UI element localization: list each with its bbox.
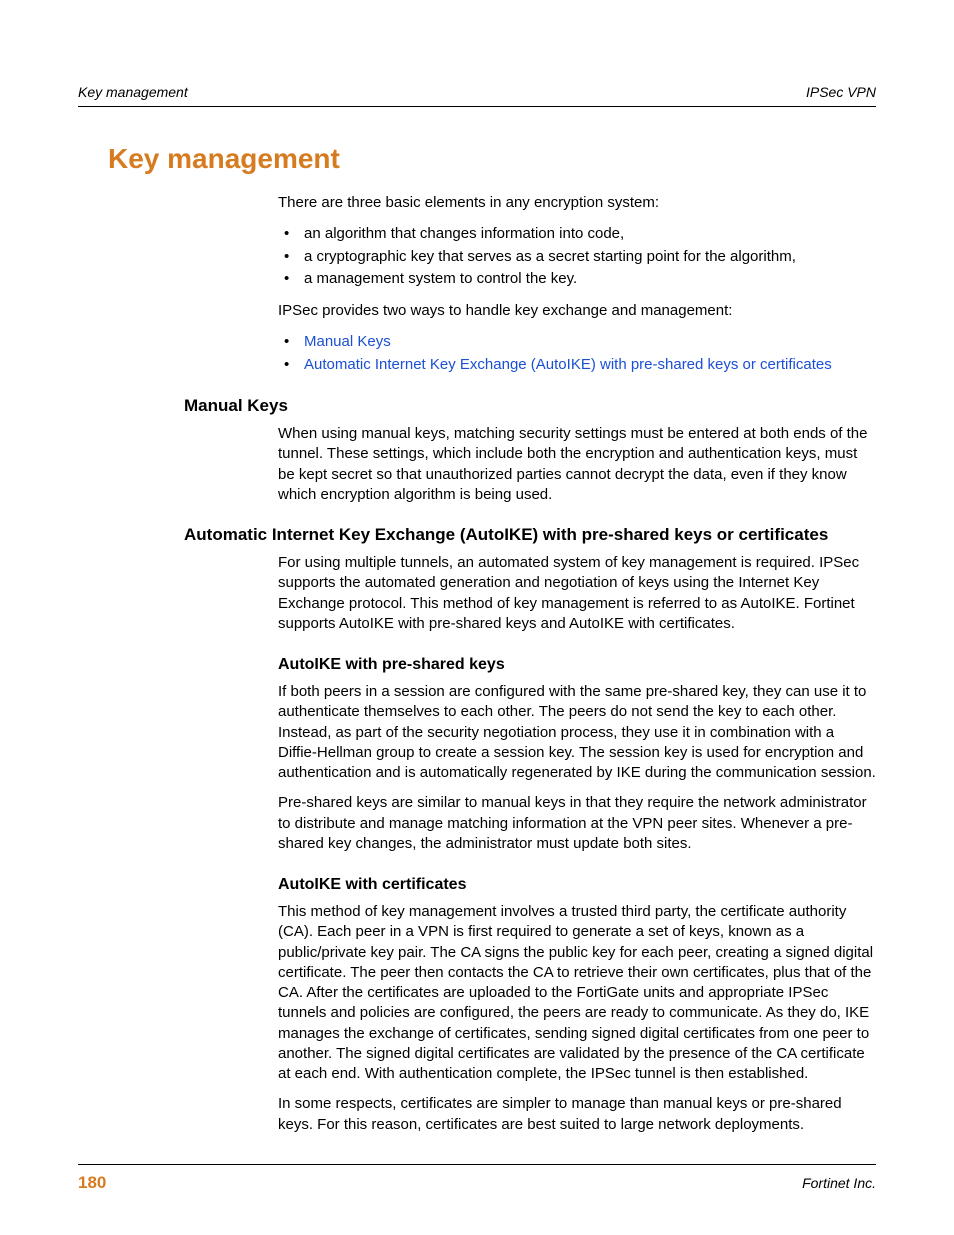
running-head-left: Key management (78, 84, 188, 100)
subsection-preshared-heading: AutoIKE with pre-shared keys (278, 656, 876, 674)
link-bullets: Manual Keys Automatic Internet Key Excha… (278, 331, 876, 376)
intro-bullets: an algorithm that changes information in… (278, 223, 876, 291)
autoike-para: For using multiple tunnels, an automated… (278, 553, 876, 634)
certificates-p1: This method of key management involves a… (278, 902, 876, 1084)
page-footer: 180 Fortinet Inc. (78, 1164, 876, 1193)
intro2-para: IPSec provides two ways to handle key ex… (278, 301, 876, 321)
page-title: Key management (108, 143, 876, 175)
section-manual-keys-heading: Manual Keys (184, 396, 876, 416)
manual-keys-para: When using manual keys, matching securit… (278, 424, 876, 505)
intro-para: There are three basic elements in any en… (278, 193, 876, 213)
list-item: an algorithm that changes information in… (278, 223, 876, 246)
footer-rule (78, 1164, 876, 1165)
header-rule (78, 106, 876, 107)
running-head-right: IPSec VPN (806, 84, 876, 100)
preshared-p2: Pre-shared keys are similar to manual ke… (278, 793, 876, 854)
list-item: Automatic Internet Key Exchange (AutoIKE… (278, 354, 876, 377)
manual-keys-link[interactable]: Manual Keys (304, 333, 391, 350)
section-autoike-heading: Automatic Internet Key Exchange (AutoIKE… (184, 525, 876, 545)
page-number: 180 (78, 1173, 106, 1193)
preshared-p1: If both peers in a session are configure… (278, 682, 876, 783)
running-head: Key management IPSec VPN (78, 84, 876, 100)
list-item: a cryptographic key that serves as a sec… (278, 246, 876, 269)
footer-company: Fortinet Inc. (802, 1175, 876, 1191)
list-item: a management system to control the key. (278, 268, 876, 291)
autoike-link[interactable]: Automatic Internet Key Exchange (AutoIKE… (304, 356, 832, 373)
certificates-p2: In some respects, certificates are simpl… (278, 1094, 876, 1135)
subsection-certificates-heading: AutoIKE with certificates (278, 876, 876, 894)
list-item: Manual Keys (278, 331, 876, 354)
